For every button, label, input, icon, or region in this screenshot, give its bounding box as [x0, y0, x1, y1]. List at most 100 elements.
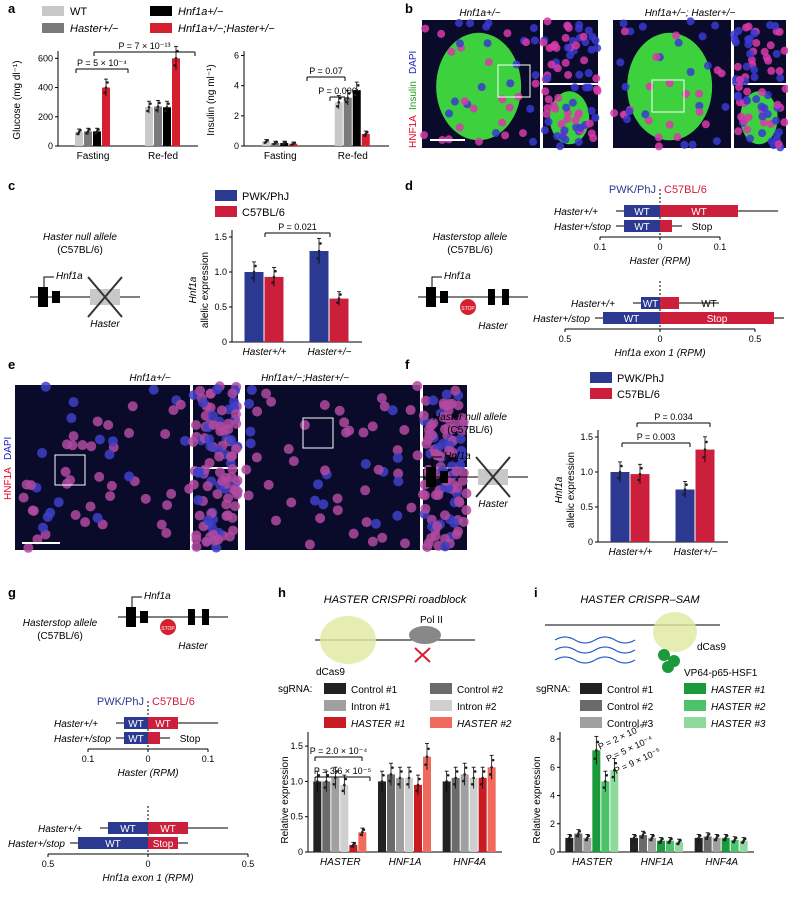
islet-zoom-2b-nucleus	[744, 113, 753, 122]
glucose-chart-datapoint	[85, 131, 88, 135]
panel-h-chart-datapoint	[490, 765, 493, 769]
glucose-chart-bar	[163, 107, 171, 146]
panel-d-bottom-bar-left	[641, 297, 660, 309]
liver-zoom-1b-nucleus	[191, 534, 202, 545]
liver-zoom-2a-nucleus	[420, 395, 431, 406]
liver-zoom-2a-nucleus	[441, 389, 452, 400]
insulin-chart-datapoint	[346, 96, 350, 100]
islet-zoom-1a-nucleus	[579, 32, 588, 41]
gene-f-gene-haster: Haster	[478, 499, 508, 510]
panel-d-top-legend: C57BL/6	[664, 184, 707, 196]
panel-i-chart-datapoint	[595, 749, 598, 752]
liver-zoom-2a-nucleus	[453, 400, 464, 411]
panel-i-chart-ytick-label: 6	[550, 762, 555, 772]
panel-i-chart-bar	[721, 837, 730, 852]
panel-c-chart-datapoint	[272, 275, 276, 279]
legend-swatch	[590, 388, 612, 399]
liver-micrograph-2-nucleus	[246, 384, 257, 395]
panel-g-top-row-label: Haster+/stop	[54, 734, 111, 745]
allele-title: (C57BL/6)	[447, 425, 493, 436]
panel-i-chart-datapoint	[640, 836, 643, 839]
dcas9-shape	[653, 612, 697, 652]
activator-domain	[662, 661, 674, 673]
islet-zoom-2a-nucleus	[767, 66, 776, 75]
legend-label: HASTER #2	[711, 702, 766, 713]
panel-h-chart-datapoint	[488, 773, 492, 776]
panel-c-chart-bar	[244, 272, 264, 342]
liver-zoom-2b-nucleus	[461, 488, 472, 499]
legend-label: HASTER #1	[711, 685, 765, 696]
islet-micrograph-2-nucleus	[695, 89, 704, 98]
liver-micrograph-1-nucleus	[32, 534, 43, 545]
panel-g-bottom-bar-right	[148, 822, 188, 834]
panel-i-chart-bar	[565, 837, 574, 852]
liver-zoom-2b-nucleus	[422, 541, 433, 552]
islet-zoom-2b-nucleus	[743, 87, 752, 96]
panel-f-chart-datapoint	[640, 466, 643, 470]
liver-zoom-1b-nucleus	[214, 467, 225, 478]
legend-swatch	[42, 6, 64, 16]
panel-letter-b: b	[405, 1, 413, 16]
panel-h-chart-ytick-label: 1.5	[290, 741, 303, 751]
liver-zoom-1b-nucleus	[193, 495, 204, 506]
panel-i-chart-datapoint	[643, 831, 646, 835]
islet-zoom-1a-nucleus	[584, 69, 593, 78]
liver-micrograph-2-nucleus	[392, 452, 403, 463]
panel-g-top-bar-left	[124, 717, 148, 729]
panel-i-chart-bar	[583, 837, 592, 852]
liver-micrograph-2-nucleus	[412, 380, 423, 391]
liver-micrograph-2-nucleus	[283, 444, 294, 455]
islet-micrograph-1-nucleus	[469, 104, 478, 113]
legend-label: HASTER #2	[457, 719, 512, 730]
liver-micrograph-1-nucleus	[180, 435, 191, 446]
liver-micrograph-1-nucleus	[80, 517, 91, 528]
liver-micrograph-2-nucleus	[406, 502, 417, 513]
panel-i-chart-datapoint	[602, 786, 606, 789]
panel-g-top-bar-label: WT	[128, 719, 144, 730]
insulin-chart-datapoint	[337, 100, 341, 104]
panel-f-chart-ytick-label: 1.5	[580, 432, 593, 442]
panel-h-chart-datapoint	[406, 782, 409, 786]
liver-micrograph-2-nucleus	[241, 464, 252, 475]
liver-micrograph-2-nucleus	[361, 517, 372, 528]
liver-micrograph-2-nucleus	[360, 485, 371, 496]
islet-zoom-1b-nucleus	[571, 116, 580, 125]
panel-h-chart-datapoint	[424, 763, 427, 766]
panel-c-chart-datapoint	[317, 249, 321, 253]
panel-c-chart-datapoint	[252, 270, 256, 274]
panel-h-chart-datapoint	[317, 773, 321, 777]
legend-label: PWK/PhJ	[242, 191, 289, 203]
islet-zoom-2a-nucleus	[747, 56, 756, 65]
panel-h-chart-datapoint	[446, 773, 450, 777]
islet-zoom-1b-nucleus	[558, 133, 567, 142]
legend-swatch	[150, 23, 172, 33]
islet-zoom-1a-nucleus	[588, 32, 597, 41]
panel-g-top-axis-label: Haster (RPM)	[117, 768, 178, 779]
glucose-chart-datapoint	[167, 102, 170, 105]
panel-g-top-bar-label: WT	[155, 719, 171, 730]
panel-i-chart-datapoint	[587, 834, 591, 838]
islet-zoom-1b-nucleus	[568, 98, 577, 107]
panel-h-chart-bar	[414, 784, 422, 852]
panel-i-chart-datapoint	[613, 768, 616, 772]
panel-h-chart-bar	[478, 777, 487, 852]
panel-c-chart-datapoint	[319, 242, 322, 245]
liver-micrograph-2-nucleus	[304, 539, 315, 550]
liver-zoom-1b-nucleus	[223, 493, 234, 504]
legend-swatch	[580, 700, 602, 711]
panel-h-pvalue: P = 3.6 × 10⁻⁵	[314, 766, 372, 776]
insulin-pvalue: P = 0.07	[309, 66, 343, 76]
liver-zoom-2a-nucleus	[428, 395, 439, 406]
glucose-chart-datapoint	[146, 109, 149, 113]
liver-zoom-1a-nucleus	[226, 434, 237, 445]
panel-i-chart-datapoint	[734, 836, 738, 840]
panel-i-chart-category-label: HNF1A	[641, 857, 674, 868]
panel-f-chart-datapoint	[618, 470, 622, 474]
panel-h-chart-datapoint	[481, 776, 484, 780]
panel-f-chart-ytick-label: 0.5	[580, 502, 593, 512]
panel-c-chart-datapoint	[337, 297, 341, 300]
panel-i-chart-datapoint	[593, 757, 597, 761]
liver-zoom-1b-nucleus	[193, 466, 204, 477]
islet-zoom-1b-nucleus	[544, 117, 553, 126]
panel-h-chart-datapoint	[343, 783, 346, 787]
